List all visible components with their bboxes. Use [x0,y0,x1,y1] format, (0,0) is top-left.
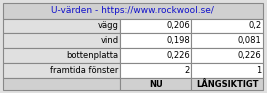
Text: 0,226: 0,226 [166,51,190,60]
Bar [191,63,263,78]
Bar [120,48,191,63]
Bar [120,33,191,48]
Text: 0,226: 0,226 [238,51,262,60]
Bar [3,48,120,63]
Bar [3,63,120,78]
Bar [3,33,120,48]
Bar [191,78,263,90]
Bar [191,19,263,33]
Bar [120,19,191,33]
Bar [191,48,263,63]
Text: 2: 2 [185,66,190,75]
Bar [3,3,263,19]
Text: NU: NU [149,80,163,89]
Text: U-värden - https://www.rockwool.se/: U-värden - https://www.rockwool.se/ [52,6,214,15]
Text: bottenplatta: bottenplatta [66,51,119,60]
Text: framtida fönster: framtida fönster [50,66,119,75]
Text: 0,198: 0,198 [166,36,190,45]
Bar [120,78,191,90]
Bar [3,78,120,90]
Text: 0,206: 0,206 [166,21,190,30]
Bar [191,33,263,48]
Text: vind: vind [100,36,119,45]
Text: 0,2: 0,2 [249,21,262,30]
Text: 0,081: 0,081 [238,36,262,45]
Bar [3,19,120,33]
Text: 1: 1 [257,66,262,75]
Text: LÅNGSIKTIGT: LÅNGSIKTIGT [196,80,258,89]
Bar [120,63,191,78]
Text: vägg: vägg [98,21,119,30]
